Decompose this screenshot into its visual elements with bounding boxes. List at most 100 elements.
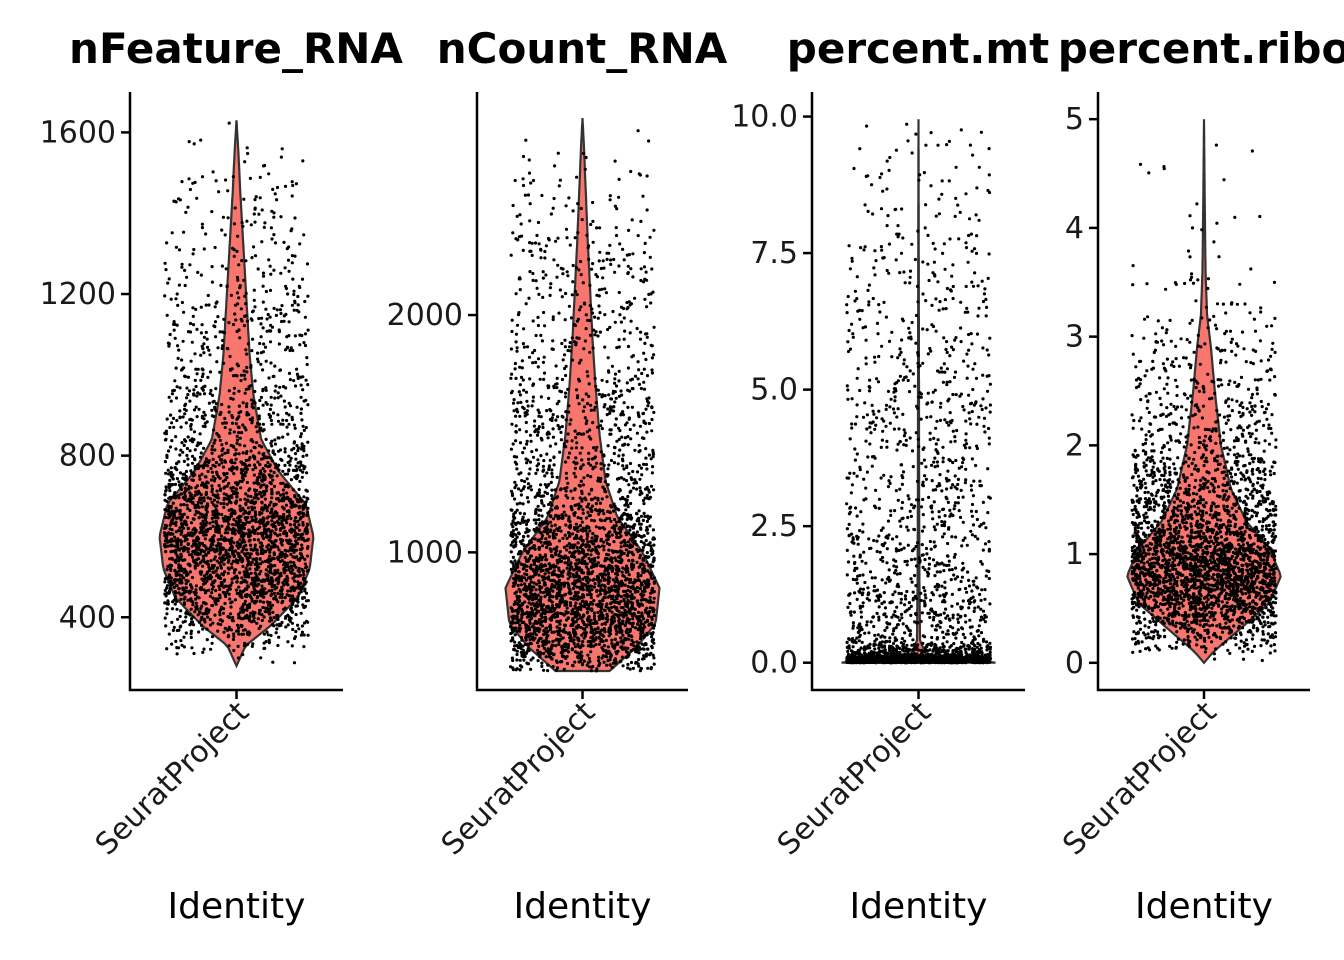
data-point bbox=[245, 556, 249, 560]
data-point bbox=[270, 592, 274, 596]
data-point bbox=[239, 616, 243, 620]
data-point bbox=[239, 468, 244, 472]
data-point bbox=[200, 414, 204, 418]
data-point bbox=[511, 401, 516, 405]
data-point bbox=[646, 531, 650, 535]
data-point bbox=[269, 361, 273, 365]
data-point bbox=[165, 417, 169, 421]
data-point bbox=[272, 268, 276, 272]
data-point bbox=[180, 515, 184, 519]
data-point bbox=[174, 639, 178, 644]
data-point bbox=[291, 555, 295, 559]
data-point bbox=[624, 655, 629, 660]
data-point bbox=[602, 548, 606, 552]
data-point bbox=[184, 421, 188, 425]
data-point bbox=[289, 597, 293, 601]
data-point bbox=[244, 458, 248, 463]
data-point bbox=[248, 555, 252, 560]
data-point bbox=[626, 344, 631, 349]
data-point bbox=[200, 175, 205, 179]
data-point bbox=[215, 300, 219, 304]
data-point bbox=[224, 421, 228, 425]
data-point bbox=[240, 221, 244, 225]
data-point bbox=[165, 313, 169, 317]
data-point bbox=[229, 605, 233, 609]
data-point bbox=[178, 386, 182, 390]
data-point bbox=[650, 405, 654, 409]
data-point bbox=[291, 488, 295, 492]
data-point bbox=[194, 528, 198, 532]
data-point bbox=[181, 476, 185, 480]
data-point bbox=[170, 421, 174, 425]
data-point bbox=[261, 164, 266, 168]
data-point bbox=[564, 471, 569, 475]
data-point bbox=[257, 565, 261, 569]
data-point bbox=[263, 497, 267, 501]
data-point bbox=[223, 416, 227, 421]
data-point bbox=[534, 588, 538, 592]
data-point bbox=[614, 417, 618, 421]
data-point bbox=[173, 496, 177, 500]
data-point bbox=[247, 413, 251, 417]
data-point bbox=[294, 469, 298, 473]
data-point bbox=[199, 522, 203, 526]
data-point bbox=[591, 346, 595, 350]
data-point bbox=[185, 453, 189, 457]
data-point bbox=[186, 375, 190, 379]
data-point bbox=[213, 245, 217, 250]
data-point bbox=[299, 468, 303, 472]
data-point bbox=[236, 629, 240, 633]
data-point bbox=[185, 446, 189, 451]
data-point bbox=[540, 339, 545, 343]
data-point bbox=[290, 261, 294, 265]
data-point bbox=[270, 507, 274, 511]
y-tick-label: 800 bbox=[59, 439, 116, 474]
data-point bbox=[231, 246, 235, 250]
data-point bbox=[274, 527, 278, 532]
data-point bbox=[568, 341, 572, 345]
data-point bbox=[273, 364, 277, 368]
data-point bbox=[210, 280, 214, 284]
data-point bbox=[238, 538, 242, 542]
data-point bbox=[295, 526, 299, 530]
data-point bbox=[614, 226, 618, 230]
data-point bbox=[617, 559, 621, 564]
data-point bbox=[652, 228, 656, 232]
data-point bbox=[168, 489, 172, 493]
data-point bbox=[287, 413, 291, 417]
data-point bbox=[301, 584, 305, 589]
data-point bbox=[243, 294, 247, 298]
data-point bbox=[638, 424, 643, 428]
data-point bbox=[175, 292, 179, 296]
data-point bbox=[257, 475, 261, 479]
data-point bbox=[227, 121, 231, 125]
data-point bbox=[177, 480, 181, 484]
data-point bbox=[577, 268, 581, 272]
data-point bbox=[295, 604, 299, 608]
data-point bbox=[561, 636, 565, 640]
data-point bbox=[301, 603, 305, 607]
data-point bbox=[204, 607, 209, 611]
data-point bbox=[245, 580, 249, 584]
data-point bbox=[594, 525, 598, 529]
data-point bbox=[576, 642, 580, 647]
data-point bbox=[296, 532, 300, 537]
data-point bbox=[509, 543, 513, 547]
data-point bbox=[521, 502, 525, 506]
data-point bbox=[204, 589, 208, 593]
data-point bbox=[194, 504, 198, 508]
data-point bbox=[259, 351, 263, 355]
data-point bbox=[265, 329, 269, 333]
data-point bbox=[573, 466, 578, 470]
data-point bbox=[545, 471, 549, 475]
data-point bbox=[617, 369, 621, 373]
data-point bbox=[252, 506, 257, 510]
data-point bbox=[224, 548, 228, 552]
data-point bbox=[174, 523, 178, 527]
data-point bbox=[622, 467, 626, 471]
data-point bbox=[591, 532, 595, 536]
data-point bbox=[589, 596, 593, 600]
panel-0: nFeature_RNA40080012001600SeuratProjectI… bbox=[40, 24, 404, 927]
data-point bbox=[172, 585, 176, 590]
data-point bbox=[243, 444, 247, 448]
